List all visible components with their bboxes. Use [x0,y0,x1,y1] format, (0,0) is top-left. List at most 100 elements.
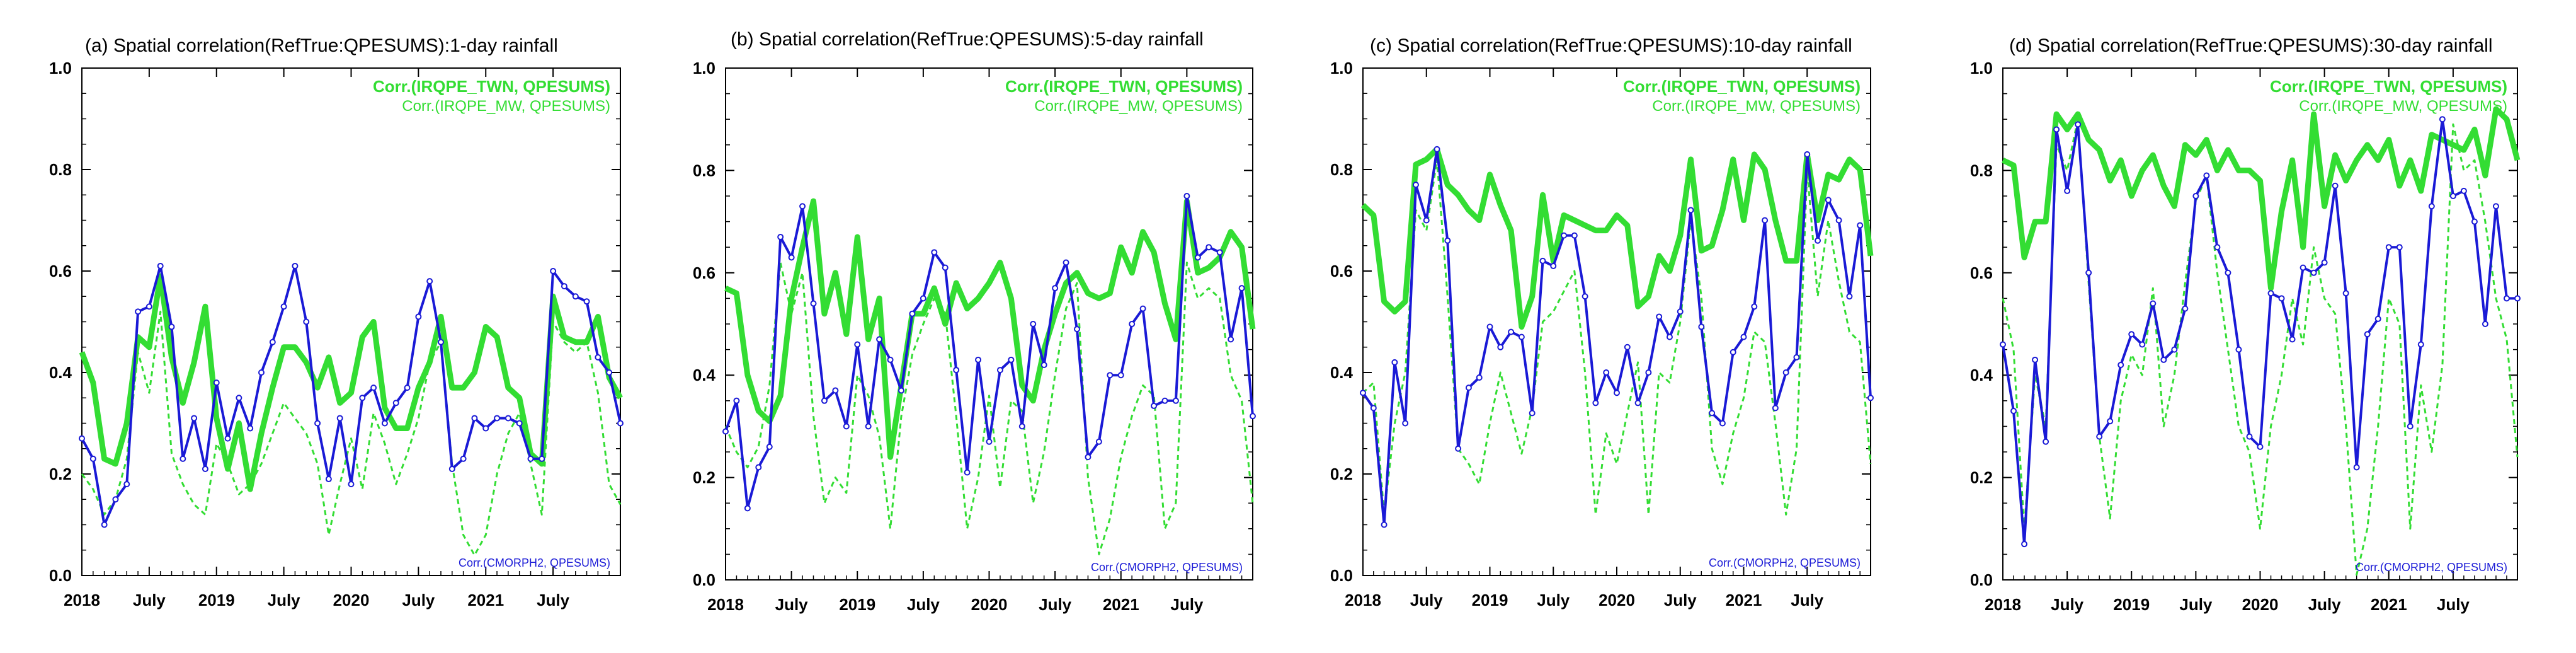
data-point [876,336,883,343]
data-point [2171,346,2178,353]
series-line-0 [1360,146,1874,330]
data-point [2503,295,2510,302]
data-point [1614,390,1620,396]
data-point [986,438,993,445]
legend-entry-2: Corr.(CMORPH2, QPESUMS) [1709,557,1861,569]
x-tick-label: 2018 [1345,591,1381,610]
data-point [1815,237,1821,244]
data-point [404,384,411,391]
data-point [1762,217,1769,224]
data-point [1063,259,1069,266]
data-point [1018,423,1025,430]
data-point [2471,218,2478,225]
legend-entry-0: Corr.(IRQPE_TWN, QPESUMS) [2270,77,2507,96]
x-tick-label: July [537,591,570,610]
data-point [1867,395,1874,402]
data-point [1161,397,1168,404]
y-tick-label: 0.2 [1330,465,1353,483]
data-point [2449,193,2456,199]
data-point [595,354,601,361]
data-point [2085,269,2092,276]
data-point [550,268,557,274]
data-point [1074,326,1080,333]
data-point [996,367,1003,374]
data-point [799,203,806,210]
x-tick-label: 2019 [2113,595,2150,614]
x-tick-label: July [268,591,301,610]
y-tick-label: 0.8 [1330,160,1353,179]
x-tick-label: July [1410,591,1444,610]
chart-panel-d: (d) Spatial correlation(RefTrue:QPESUMS)… [1970,35,2521,614]
y-tick-label: 0.0 [693,570,715,589]
plot-frame [81,67,621,576]
chart-title: (b) Spatial correlation(RefTrue:QPESUMS)… [731,29,1204,50]
y-tick-label: 0.0 [1330,566,1353,585]
data-point [2096,433,2103,440]
data-point [920,295,926,302]
data-point [157,262,164,269]
data-point [898,387,904,394]
data-point [2010,408,2017,415]
data-point [1250,413,1256,420]
x-tick-label: July [1791,591,1824,610]
x-tick-label: 2018 [1985,595,2021,614]
x-tick-label: 2019 [1472,591,1508,610]
data-point [1804,151,1811,158]
data-point [213,379,220,386]
data-point [2353,464,2360,471]
data-point [1508,328,1515,335]
data-point [766,443,773,450]
data-point [953,367,960,374]
data-point [224,435,231,442]
legend-entry-0: Corr.(IRQPE_TWN, QPESUMS) [373,77,610,96]
data-point [135,308,142,315]
x-tick-label: July [775,595,809,614]
x-tick-label: July [1170,595,1204,614]
data-point [777,233,784,240]
data-point [832,387,839,394]
data-point [1698,323,1705,330]
data-point [168,323,175,330]
data-point [2225,269,2231,276]
data-point [1677,308,1684,315]
data-point [2043,438,2049,445]
data-point [931,249,938,256]
data-point [865,423,872,430]
data-point [2128,331,2135,338]
data-point [2203,172,2210,179]
data-point [1687,207,1694,214]
data-point [1228,336,1234,343]
data-point [2428,203,2435,210]
data-point [494,415,501,422]
data-point [2514,295,2521,302]
data-point [1370,405,1377,412]
y-tick-label: 0.8 [1970,161,1993,180]
x-tick-label: 2019 [198,591,235,610]
data-point [2235,346,2242,353]
data-point [1603,369,1610,376]
data-point [1172,397,1179,404]
data-point [1040,361,1047,368]
data-point [1391,359,1398,366]
data-point [1412,182,1419,188]
data-point [909,310,916,317]
x-tick-label: 2020 [1599,591,1635,610]
data-point [2396,244,2403,251]
data-point [2300,264,2306,271]
legend-entry-2: Corr.(CMORPH2, QPESUMS) [1091,561,1243,574]
data-point [1008,356,1015,363]
data-point [1772,405,1779,412]
data-point [1129,321,1136,327]
x-tick-label: 2018 [64,591,100,610]
data-point [381,420,388,427]
data-point [1539,257,1546,264]
data-point [2075,121,2082,128]
data-point [788,254,795,261]
data-point [2267,290,2274,297]
legend-entry-0: Corr.(IRQPE_TWN, QPESUMS) [1005,77,1243,96]
data-point [1835,217,1842,224]
data-point [2021,541,2028,548]
data-point [1782,369,1789,376]
x-tick-label: July [2179,595,2213,614]
